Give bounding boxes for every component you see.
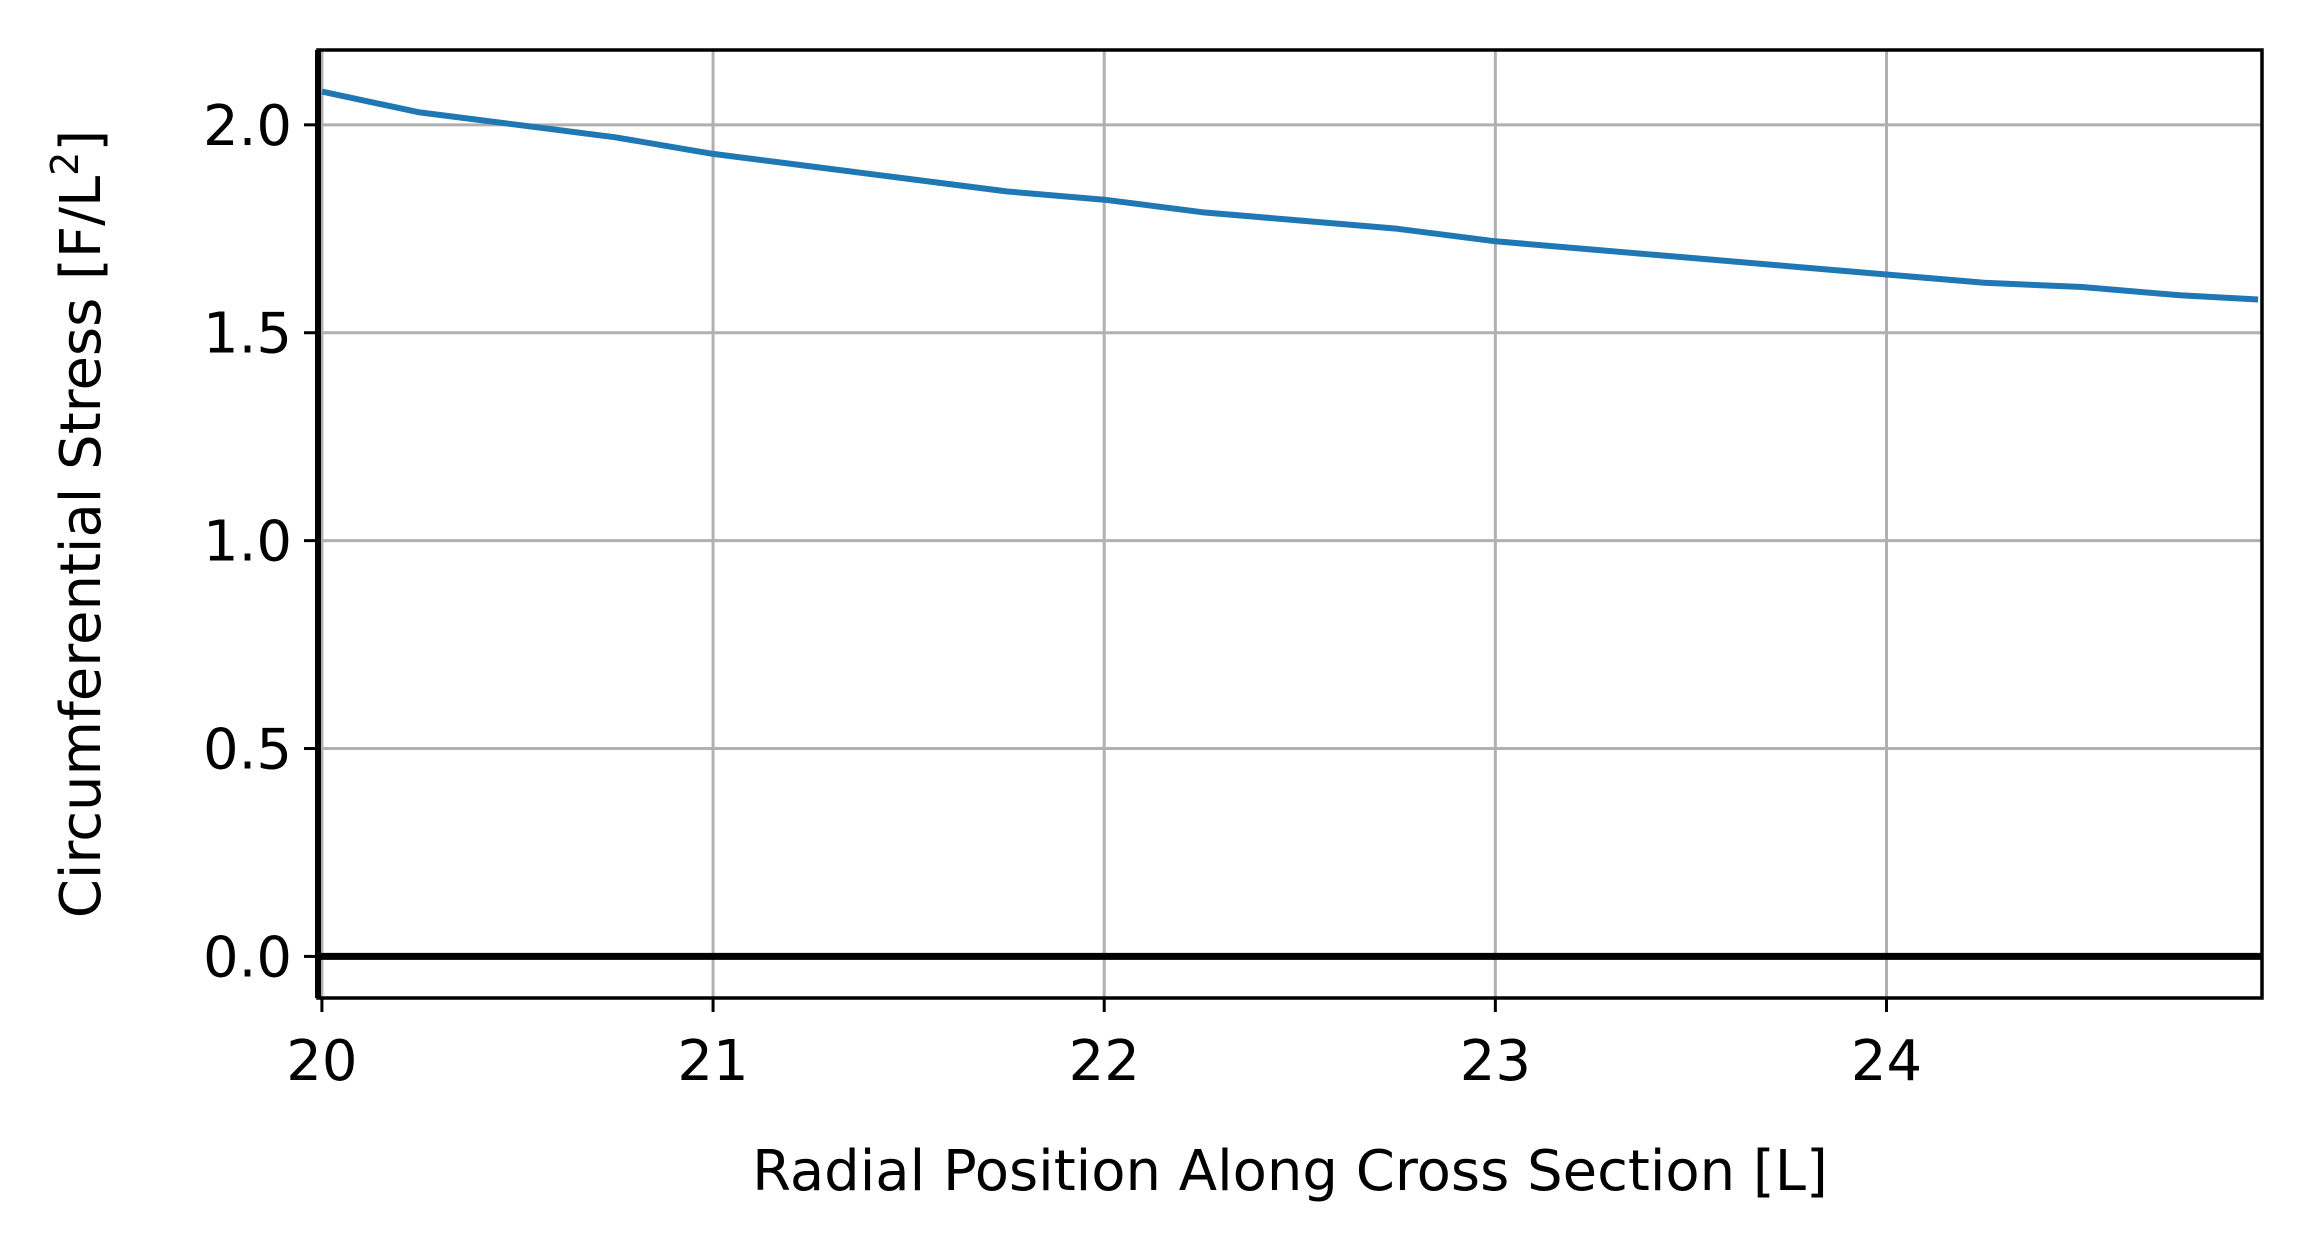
x-axis-label: Radial Position Along Cross Section [L] xyxy=(752,1139,1828,1204)
y-axis-label-main: Circumferential Stress [F/L xyxy=(49,176,114,918)
x-tick-label: 20 xyxy=(286,1029,357,1094)
y-tick-label: 1.0 xyxy=(203,510,292,575)
stress-series-line xyxy=(321,88,2259,303)
x-tick-label: 23 xyxy=(1460,1029,1531,1094)
y-tick-label: 0.5 xyxy=(203,718,292,783)
x-tick-label: 22 xyxy=(1069,1029,1140,1094)
y-tick-label: 0.0 xyxy=(203,925,292,990)
x-tick-label: 24 xyxy=(1851,1029,1922,1094)
y-tick-label: 1.5 xyxy=(203,302,292,367)
axis-ticks: 20 21 22 23 24 0.0 0.5 1.0 1.5 2.0 xyxy=(203,94,1922,1094)
y-axis-label-superscript: 2 xyxy=(43,152,87,176)
series-group xyxy=(321,88,2259,303)
y-axis-label-close: ] xyxy=(49,130,114,152)
y-axis-label: Circumferential Stress [F/L2] xyxy=(43,130,114,918)
plot-area-frame xyxy=(316,48,2264,1000)
x-tick-label: 21 xyxy=(677,1029,748,1094)
y-tick-label: 2.0 xyxy=(203,94,292,159)
